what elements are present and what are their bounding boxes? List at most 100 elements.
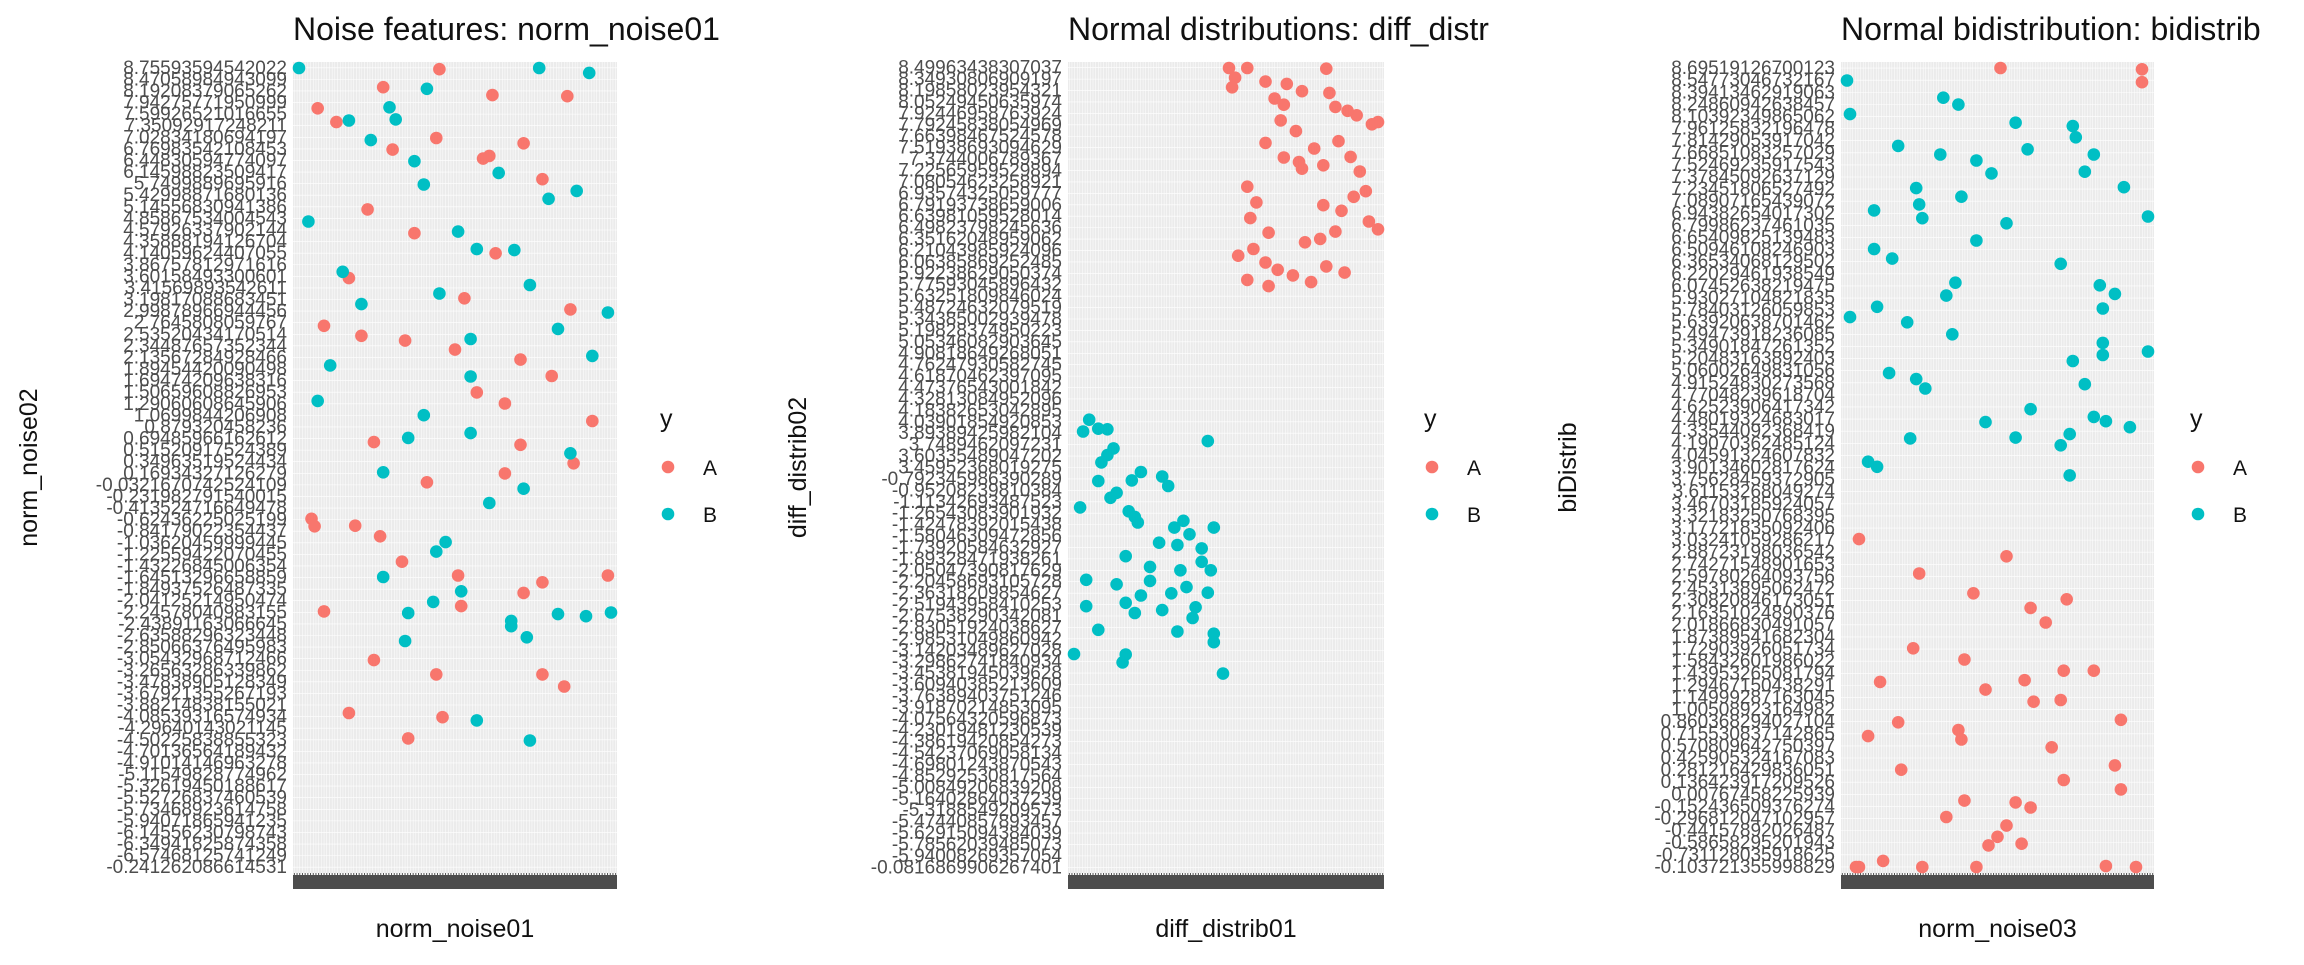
y-tick-label: 3.60158493300601 (123, 266, 287, 287)
y-axis-title: biDistrib (1554, 422, 1582, 512)
data-point (1335, 204, 1348, 218)
data-point (1317, 159, 1330, 172)
data-point (1940, 289, 1953, 302)
data-point (551, 322, 565, 336)
y-tick-label: 3.90134602817624 (1671, 458, 1835, 479)
x-tick-label-band (1068, 875, 1384, 889)
data-point (1076, 425, 1090, 438)
data-point (386, 143, 399, 156)
y-tick-label: 5.78403126059853 (1671, 300, 1835, 321)
y-tick-label: 6.44830594774097 (123, 150, 287, 171)
data-point (1894, 763, 1908, 776)
y-tick-label: 8.39413462919063 (1671, 82, 1835, 103)
y-tick-label: 8.69519126700123 (1671, 58, 1835, 79)
data-point (1843, 107, 1857, 121)
data-point (1125, 474, 1139, 487)
y-tick-label: 2.45313895062472 (1671, 579, 1835, 600)
y-tick-label: -2.83051924038627 (892, 617, 1062, 638)
y-tick-label: 2.59780264093756 (1671, 566, 1835, 587)
data-point (433, 287, 446, 300)
y-tick-label: 0.69485966162612 (123, 429, 287, 450)
data-point (311, 102, 325, 115)
data-point (355, 329, 368, 343)
legend: y A B (1424, 405, 1481, 527)
y-tick-label: 2.16351024890376 (1671, 603, 1835, 624)
y-tick-label: -0.103721355998829 (1654, 857, 1835, 878)
data-point (514, 353, 527, 366)
data-point (604, 606, 618, 619)
data-point (523, 734, 537, 747)
data-point (1092, 623, 1105, 637)
y-tick-label: 4.14059624407055 (123, 243, 287, 264)
y-tick-label: 4.04591324607832 (1671, 445, 1835, 466)
data-point (1119, 596, 1132, 610)
data-point (1241, 61, 1254, 75)
data-point (1840, 74, 1854, 87)
data-point (2054, 439, 2067, 452)
data-point (1079, 599, 1093, 613)
y-axis-title: norm_noise02 (15, 388, 43, 546)
data-point (454, 585, 468, 598)
data-point (582, 66, 596, 80)
y-tick-label: 6.49823798245636 (898, 218, 1062, 239)
y-tick-label: -4.50225838855323 (117, 730, 287, 751)
y-tick-label: 8.19858023954321 (898, 81, 1062, 102)
data-point (1082, 413, 1096, 427)
legend-key-A (1425, 460, 1439, 474)
data-point (2063, 427, 2076, 441)
data-point (1912, 198, 1926, 211)
data-point (536, 576, 549, 589)
data-point (1143, 574, 1157, 588)
data-point (1171, 625, 1184, 638)
data-point (1143, 560, 1157, 574)
y-tick-label: -3.76389403751246 (892, 686, 1062, 707)
y-tick-label: 6.22029461938549 (1671, 264, 1835, 285)
data-point (2018, 673, 2031, 687)
data-point (2066, 354, 2080, 368)
y-tick-label: 5.63251809846024 (898, 286, 1062, 307)
y-tick-label: 5.48724632079519 (898, 298, 1062, 319)
legend-key-A (661, 460, 675, 474)
data-point (486, 88, 499, 102)
data-point (302, 215, 315, 228)
data-point (1110, 578, 1123, 591)
data-point (542, 192, 555, 206)
data-point (1259, 75, 1272, 88)
y-tick-label: 6.36534068129502 (1671, 252, 1835, 273)
data-point (1155, 470, 1169, 483)
y-tick-label: -2.05047390817629 (892, 560, 1062, 581)
y-tick-label: 1.00508923164982 (1671, 700, 1835, 721)
y-tick-label: -2.85066376495983 (117, 637, 287, 658)
data-point (1262, 226, 1275, 239)
data-point (348, 519, 362, 532)
y-tick-label: -4.70136564189432 (117, 741, 287, 762)
panel-1: 8.755935945420228.470589849430998.192083… (15, 11, 720, 943)
data-point (1873, 675, 1887, 689)
data-point (523, 278, 537, 292)
y-tick-label: 1.29060608645906 (123, 394, 287, 415)
legend-label-A: A (1467, 457, 1481, 480)
data-point (1222, 61, 1236, 75)
data-point (564, 447, 577, 460)
data-point (342, 706, 356, 720)
y-tick-label: 0.860368294027104 (1661, 712, 1836, 733)
y-tick-label: 5.7499889695916 (134, 174, 287, 195)
data-point (342, 114, 356, 127)
data-point (1329, 225, 1342, 238)
chart-title: Normal bidistribution: bidistrib (1841, 11, 2261, 47)
data-point (545, 369, 558, 383)
data-point (1317, 198, 1330, 212)
y-tick-label: 1.43953265081794 (1671, 663, 1835, 684)
data-point (1852, 532, 1866, 546)
data-point (1295, 162, 1309, 175)
data-point (1289, 124, 1303, 138)
y-tick-label: -3.14203489627028 (892, 640, 1062, 661)
data-point (454, 599, 468, 613)
data-point (561, 89, 574, 103)
data-point (1994, 61, 2007, 75)
data-point (1119, 549, 1132, 563)
data-point (1952, 98, 1965, 111)
data-point (1247, 242, 1260, 256)
data-point (2057, 664, 2070, 677)
y-tick-label: 4.85867534004543 (123, 208, 287, 229)
